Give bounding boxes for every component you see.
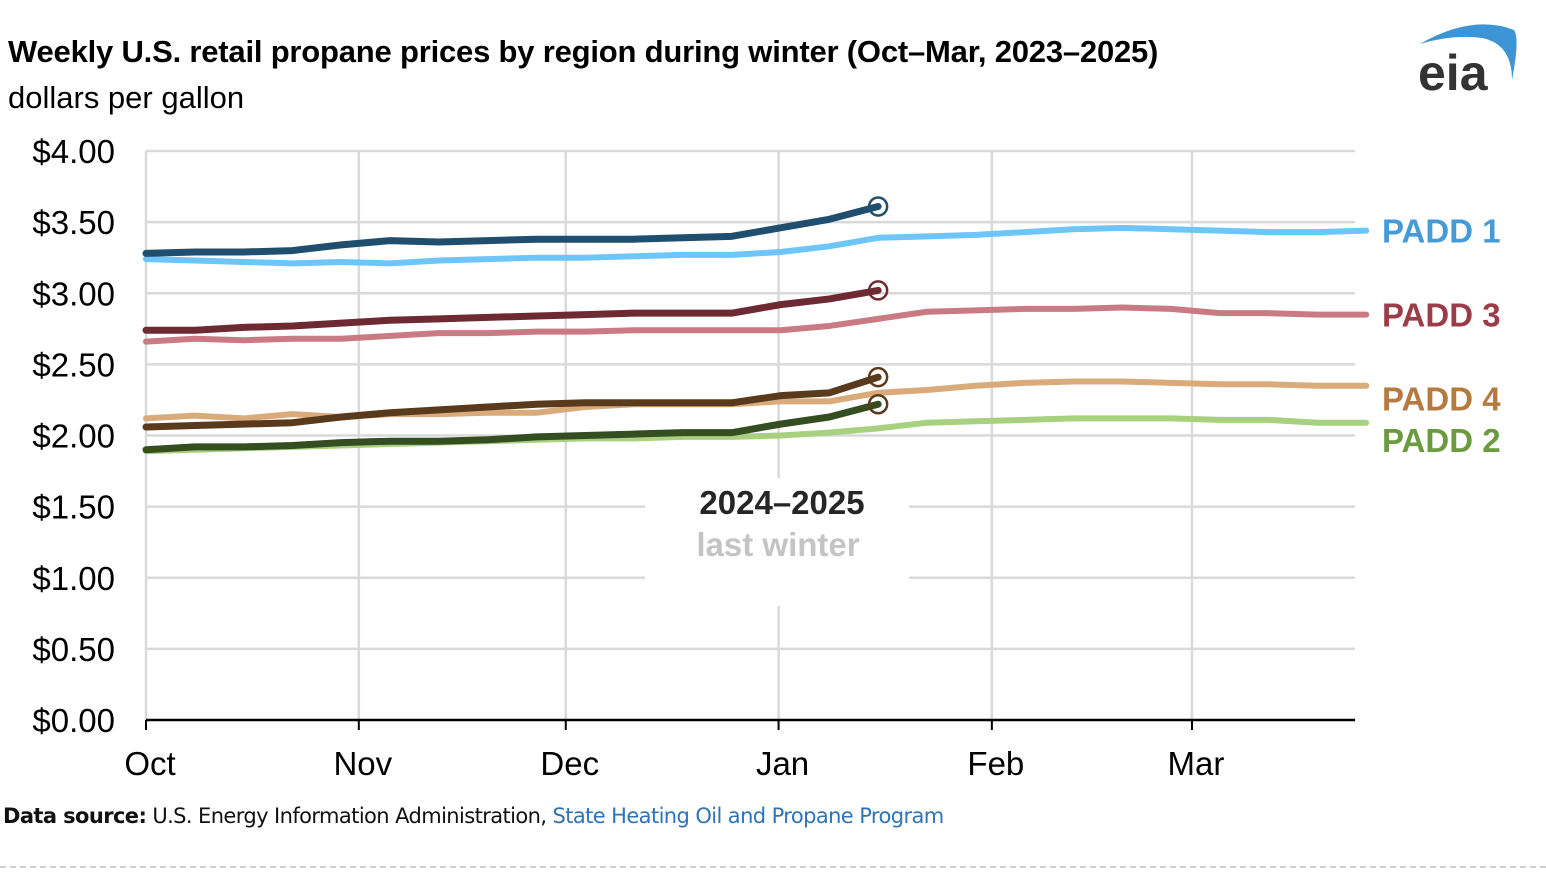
x-tick-label: Jan	[756, 745, 809, 782]
end-marker-padd2	[867, 393, 889, 415]
annotation-current-winter: 2024–2025	[699, 484, 864, 521]
annotation-background	[645, 478, 909, 606]
y-tick-label: $1.50	[32, 489, 115, 526]
y-axis-ticks: $0.00 $0.50 $1.00 $1.50 $2.00 $2.50 $3.00 $3.50…	[32, 133, 115, 739]
end-marker-padd4	[867, 366, 889, 388]
end-marker-padd3	[867, 280, 889, 301]
series-labels: PADD 1 PADD 3 PADD 4 PADD 2	[1382, 213, 1501, 459]
y-tick-label: $3.00	[32, 275, 115, 312]
y-tick-label: $2.00	[32, 418, 115, 455]
x-axis-ticks: Oct Nov Dec Jan Feb Mar	[124, 745, 1224, 782]
x-tick-label: Nov	[333, 745, 392, 782]
y-tick-label: $2.50	[32, 346, 115, 383]
logo-arc-icon	[1420, 24, 1517, 80]
annotation-last-winter: last winter	[696, 526, 859, 563]
annotation: 2024–2025 last winter	[696, 484, 864, 563]
x-tick-label: Mar	[1168, 745, 1225, 782]
data-source-text: U.S. Energy Information Administration,	[146, 804, 553, 828]
data-source: Data source: U.S. Energy Information Adm…	[3, 804, 944, 828]
series-line-padd3-last-winter	[143, 304, 1370, 345]
x-tick-label: Oct	[124, 745, 175, 782]
x-tick-label: Feb	[967, 745, 1024, 782]
series-label-padd3: PADD 3	[1382, 297, 1501, 334]
chart-subtitle: dollars per gallon	[8, 80, 245, 115]
series-label-padd1: PADD 1	[1382, 213, 1501, 250]
series-line-padd1-last-winter	[143, 224, 1370, 267]
data-source-label: Data source:	[3, 804, 147, 828]
series-lines	[142, 202, 1370, 455]
series-line-padd2-current	[142, 400, 882, 454]
bottom-divider	[0, 866, 1546, 868]
end-markers	[867, 196, 889, 415]
series-line-padd3-current	[142, 286, 882, 334]
series-label-padd4: PADD 4	[1382, 381, 1501, 418]
end-marker-padd1	[867, 196, 889, 217]
data-source-link[interactable]: State Heating Oil and Propane Program	[552, 804, 945, 828]
series-line-padd4-current	[142, 373, 882, 431]
logo-text: eia	[1418, 45, 1489, 98]
y-tick-label: $0.00	[32, 702, 115, 739]
eia-logo: eia	[1418, 24, 1517, 98]
x-tick-label: Dec	[540, 745, 599, 782]
y-tick-label: $4.00	[32, 133, 115, 170]
series-label-padd2: PADD 2	[1382, 422, 1501, 459]
series-line-padd1-current	[142, 202, 882, 257]
y-tick-label: $1.00	[32, 560, 115, 597]
y-tick-label: $0.50	[32, 631, 115, 668]
annotation-box	[645, 478, 909, 606]
chart-title: Weekly U.S. retail propane prices by reg…	[8, 34, 1159, 69]
y-tick-label: $3.50	[32, 204, 115, 241]
